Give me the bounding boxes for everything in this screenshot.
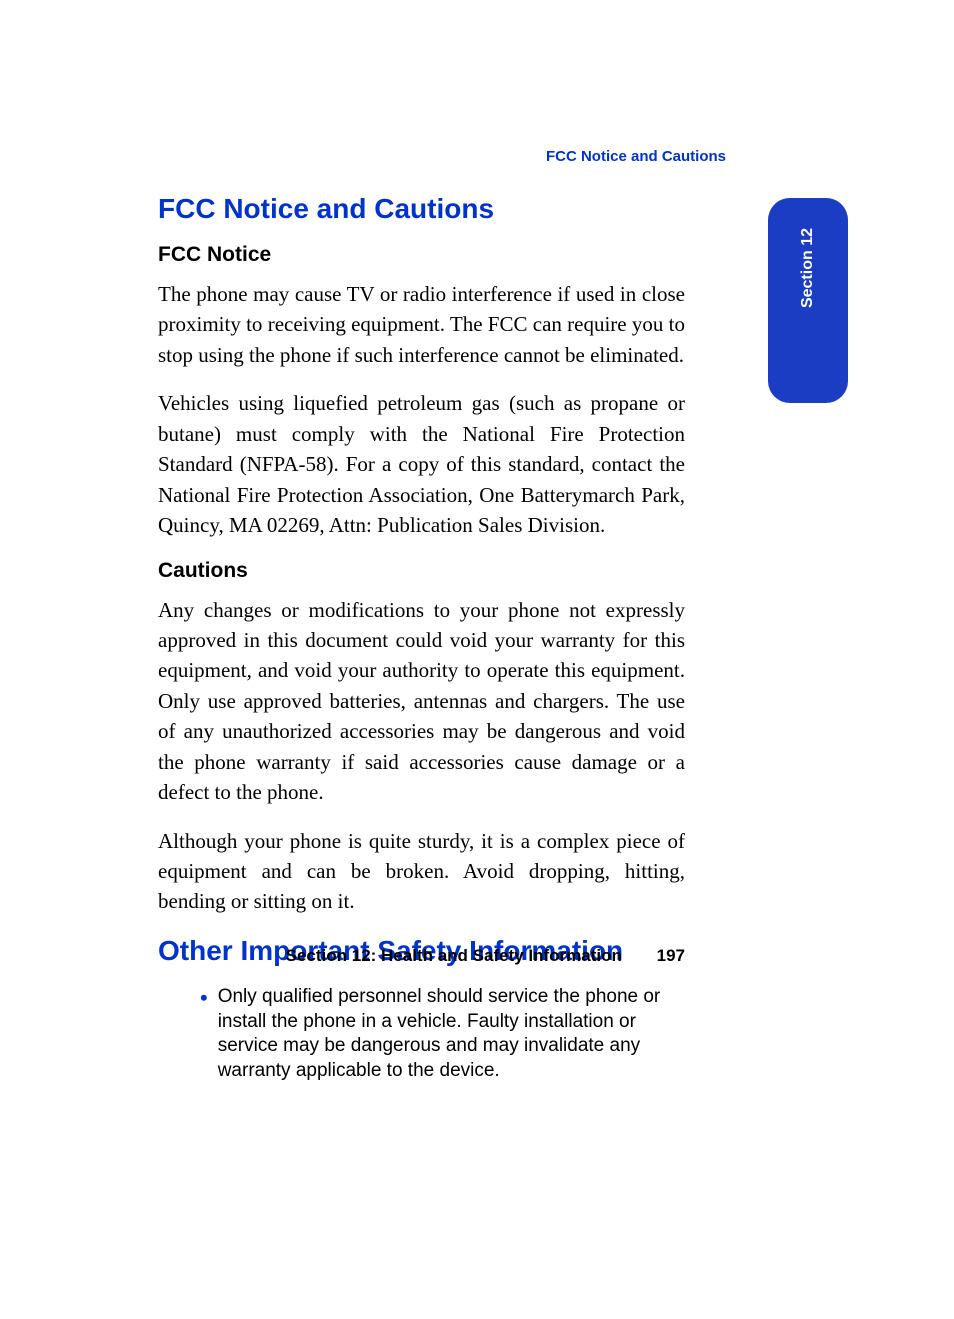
paragraph-modifications: Any changes or modifications to your pho… <box>158 595 685 808</box>
subheading-cautions: Cautions <box>158 559 685 583</box>
paragraph-interference: The phone may cause TV or radio interfer… <box>158 279 685 370</box>
paragraph-sturdy: Although your phone is quite sturdy, it … <box>158 826 685 917</box>
page-container: FCC Notice and Cautions Section 12 FCC N… <box>0 0 954 1154</box>
subheading-fcc-notice: FCC Notice <box>158 243 685 267</box>
section-tab: Section 12 <box>768 198 848 403</box>
bullet-item: • Only qualified personnel should servic… <box>200 985 685 1084</box>
heading-fcc-notice-cautions: FCC Notice and Cautions <box>158 193 685 225</box>
section-tab-label: Section 12 <box>799 228 817 308</box>
header-breadcrumb: FCC Notice and Cautions <box>546 148 726 165</box>
page-footer: Section 12: Health and Safety Informatio… <box>158 946 685 966</box>
footer-section-label: Section 12: Health and Safety Informatio… <box>286 946 622 965</box>
bullet-text-personnel: Only qualified personnel should service … <box>218 985 685 1084</box>
footer-page-number: 197 <box>657 946 685 965</box>
paragraph-nfpa: Vehicles using liquefied petroleum gas (… <box>158 388 685 540</box>
bullet-dot-icon: • <box>200 985 208 1011</box>
